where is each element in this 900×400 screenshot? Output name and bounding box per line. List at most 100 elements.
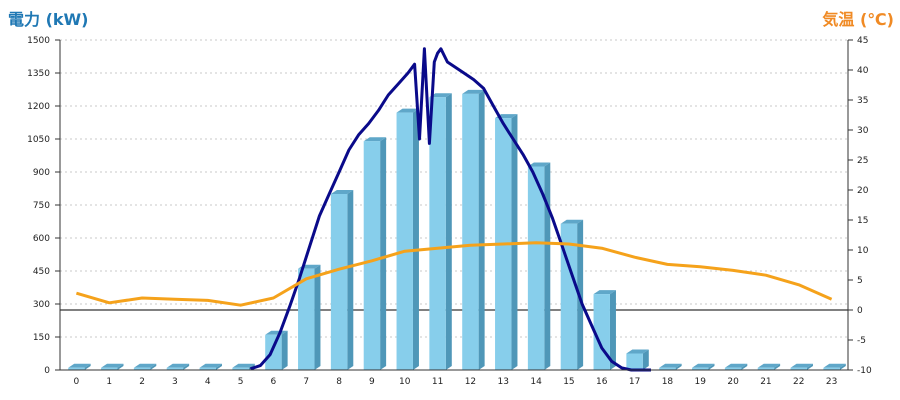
bar-side — [150, 363, 157, 370]
x-tick-label: 21 — [760, 377, 771, 387]
bar-side — [314, 264, 321, 370]
left-axis-title: 電力 (kW) — [8, 10, 89, 29]
power-line — [249, 47, 651, 372]
bar — [265, 330, 288, 370]
x-tick-label: 15 — [563, 377, 574, 387]
right-axis-title: 気温 (℃) — [822, 10, 894, 29]
x-tick-label: 23 — [826, 377, 837, 387]
bar-top — [692, 363, 715, 368]
bar — [199, 363, 222, 370]
bar — [363, 137, 387, 370]
left-tick-label: 150 — [33, 333, 50, 343]
bar-face — [560, 223, 578, 370]
left-tick-label: 0 — [44, 366, 50, 376]
bar-top — [330, 190, 354, 194]
bar-top — [166, 363, 190, 368]
bar-top — [363, 137, 387, 142]
bar-top — [560, 219, 584, 224]
bar-face — [626, 353, 643, 370]
bar-top — [199, 363, 222, 368]
bar-face — [330, 194, 348, 370]
bar — [692, 363, 715, 370]
right-tick-label: 45 — [857, 36, 868, 46]
left-tick-label: 450 — [33, 267, 50, 277]
bar-top — [724, 363, 748, 368]
x-tick-label: 7 — [303, 377, 309, 387]
bar-top — [429, 93, 452, 98]
x-tick-label: 0 — [74, 377, 80, 387]
bar — [659, 363, 682, 370]
bar-side — [183, 363, 190, 370]
x-tick-label: 5 — [238, 377, 244, 387]
bar-side — [412, 108, 419, 370]
bar — [68, 363, 91, 370]
bar — [101, 363, 124, 370]
bar-face — [757, 367, 775, 370]
x-tick-label: 9 — [369, 377, 375, 387]
left-tick-label: 750 — [33, 201, 50, 211]
x-tick-label: 11 — [432, 377, 443, 387]
bar-side — [774, 363, 781, 370]
left-tick-label: 1350 — [27, 69, 50, 79]
bars — [68, 89, 846, 371]
bar-face — [462, 93, 479, 371]
bar-face — [232, 367, 249, 370]
x-tick-label: 2 — [139, 377, 145, 387]
bar-face — [101, 367, 118, 370]
right-tick-label: 15 — [857, 216, 868, 226]
bar-top — [593, 290, 616, 295]
left-tick-label: 1500 — [27, 36, 50, 46]
bar — [593, 290, 616, 370]
temperature-line — [75, 241, 833, 307]
bar — [626, 349, 649, 370]
bar — [330, 190, 354, 370]
right-tick-label: 0 — [857, 306, 863, 316]
x-tick-label: 10 — [399, 377, 411, 387]
bar-face — [429, 97, 446, 370]
bar-side — [642, 349, 649, 370]
bar-face — [692, 367, 709, 370]
bar-face — [133, 367, 151, 370]
axes: 01503004506007509001050120013501500-10-5… — [27, 36, 872, 387]
bar-face — [68, 367, 85, 370]
bar-top — [757, 363, 781, 368]
x-tick-label: 14 — [530, 377, 542, 387]
right-tick-label: 40 — [857, 66, 869, 76]
x-tick-label: 17 — [629, 377, 640, 387]
bar-side — [675, 363, 682, 370]
x-tick-label: 19 — [695, 377, 707, 387]
bar-face — [659, 367, 676, 370]
bar-top — [265, 330, 288, 335]
bar-top — [396, 108, 419, 113]
bar-face — [265, 334, 282, 370]
bar-side — [839, 363, 846, 370]
bar-top — [626, 349, 649, 354]
bar-face — [527, 166, 545, 370]
bar-face — [790, 367, 807, 370]
bar-face — [363, 141, 381, 370]
bar-side — [347, 190, 354, 370]
x-tick-label: 4 — [205, 377, 211, 387]
bar — [527, 162, 551, 370]
bar-face — [199, 367, 216, 370]
left-tick-label: 900 — [33, 168, 50, 178]
bar-face — [166, 367, 184, 370]
right-tick-label: 25 — [857, 156, 868, 166]
left-tick-label: 300 — [33, 300, 50, 310]
bar-side — [511, 114, 518, 370]
bar — [429, 93, 452, 370]
right-tick-label: 35 — [857, 96, 868, 106]
bar — [495, 114, 518, 370]
bar — [462, 89, 485, 371]
bar — [724, 363, 748, 370]
bar-top — [232, 363, 255, 368]
bar-side — [741, 363, 748, 370]
bar-top — [823, 363, 846, 368]
x-tick-label: 13 — [498, 377, 509, 387]
left-tick-label: 600 — [33, 234, 50, 244]
grid — [60, 39, 848, 338]
bar-top — [790, 363, 813, 368]
x-tick-label: 8 — [336, 377, 342, 387]
bar — [166, 363, 190, 370]
